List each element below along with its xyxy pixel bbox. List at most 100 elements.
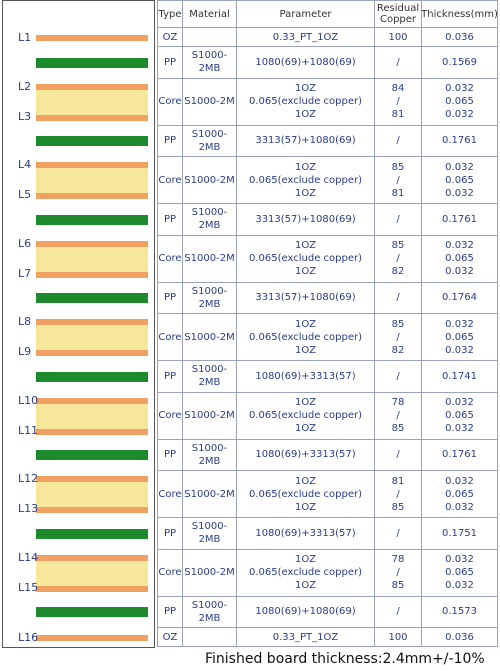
parameter-text: 0.065(exclude copper) (248, 174, 363, 186)
copper-text: / (396, 370, 400, 382)
parameter-text: 1OZ (294, 501, 317, 513)
thickness-text: 0.032 (445, 580, 474, 591)
type-cell: PP (157, 125, 183, 157)
layer-label: L16 (18, 630, 39, 644)
thickness-cell: 0.1761 (422, 125, 498, 157)
copper-text: 85 (391, 501, 405, 513)
parameter-text: 3313(57)+1080(69) (255, 292, 356, 304)
parameter-text: 1OZ (294, 161, 317, 173)
copper-text: 100 (388, 31, 408, 43)
prepreg-layer (36, 57, 148, 68)
copper-cell: / (375, 439, 422, 471)
copper-layer (36, 34, 148, 41)
type-cell: OZ (157, 28, 183, 47)
parameter-text: 0.065(exclude copper) (248, 253, 363, 264)
copper-layer (36, 350, 148, 356)
parameter-cell: 1080(69)+3313(57) (237, 439, 375, 471)
thickness-text: 0.032 (445, 501, 474, 513)
parameter-text: 1080(69)+3313(57) (255, 449, 356, 461)
thickness-text: 0.032 (445, 266, 474, 277)
parameter-text: 1OZ (294, 397, 317, 408)
material-text: S1000-2M (184, 96, 235, 107)
parameter-text: 0.33_PT_1OZ (272, 31, 339, 43)
thickness-text: 0.032 (445, 344, 474, 356)
copper-layer (36, 634, 148, 641)
parameter-text: 1OZ (294, 109, 317, 120)
type-cell: PP (157, 596, 183, 628)
copper-text: 85 (391, 580, 405, 591)
material-cell: S1000-2M (183, 235, 237, 283)
copper-layer (36, 83, 148, 90)
thickness-text: 0.065 (445, 331, 474, 343)
copper-layer (36, 554, 148, 561)
parameter-text: 1080(69)+3313(57) (255, 370, 356, 382)
header-cell: Material (183, 0, 237, 28)
thickness-text: 0.036 (445, 31, 474, 43)
copper-text: / (396, 135, 400, 147)
copper-text: 82 (391, 344, 405, 356)
core-layer (36, 89, 148, 115)
copper-layer (36, 271, 148, 278)
thickness-text: 0.1761 (442, 213, 477, 225)
layer-label: L4 (18, 158, 32, 171)
parameter-cell: 1OZ 0.065(exclude copper) 1OZ (237, 157, 375, 204)
layer-label: L7 (18, 266, 32, 280)
type-cell: PP (157, 282, 183, 314)
core-layer (36, 325, 148, 350)
material-cell: S1000-2M (183, 314, 237, 361)
material-cell: S1000-2M (183, 549, 237, 597)
type-text: Core (158, 567, 182, 578)
type-cell: PP (157, 47, 183, 79)
copper-layer (36, 585, 148, 592)
type-text: PP (163, 213, 177, 225)
header-text: Type (158, 8, 182, 20)
layer-label: L2 (18, 79, 32, 93)
material-cell: S1000-2MB (183, 439, 237, 471)
parameter-text: 0.065(exclude copper) (248, 567, 363, 578)
copper-text: 78 (391, 554, 405, 565)
header-text: Residual Copper (376, 3, 420, 25)
copper-text: 85 (391, 240, 405, 251)
parameter-text: 3313(57)+1080(69) (255, 135, 356, 147)
copper-text: 84 (391, 83, 405, 94)
copper-cell: 85 / 82 (375, 235, 422, 283)
parameter-text: 0.065(exclude copper) (248, 331, 363, 343)
parameter-text: 0.065(exclude copper) (248, 96, 363, 107)
thickness-cell: 0.1761 (422, 439, 498, 471)
thickness-cell: 0.032 0.065 0.032 (422, 78, 498, 126)
material-cell: S1000-2MB (183, 125, 237, 157)
copper-text: / (396, 488, 400, 500)
copper-text: 81 (391, 187, 405, 199)
type-cell: Core (157, 549, 183, 597)
thickness-cell: 0.1573 (422, 596, 498, 628)
parameter-cell: 1080(69)+3313(57) (237, 361, 375, 393)
core-layer (36, 403, 148, 429)
footer: Finished board thickness:2.4mm+/-10% (205, 651, 485, 667)
thickness-cell: 0.032 0.065 0.032 (422, 549, 498, 597)
parameter-text: 1080(69)+3313(57) (255, 527, 356, 539)
copper-cell: 81/85 (375, 471, 422, 518)
parameter-text: 1OZ (294, 266, 317, 277)
parameter-cell: 3313(57)+1080(69) (237, 204, 375, 236)
thickness-cell: 0.1741 (422, 361, 498, 393)
thickness-text: 0.065 (445, 488, 474, 500)
copper-layer (36, 114, 148, 121)
parameter-text: 3313(57)+1080(69) (255, 213, 356, 225)
type-text: PP (163, 135, 177, 147)
type-cell: Core (157, 235, 183, 283)
copper-cell: 78 / 85 (375, 549, 422, 597)
parameter-text: 1OZ (294, 318, 317, 330)
parameter-cell: 1OZ 0.065(exclude copper) 1OZ (237, 78, 375, 126)
parameter-text: 1OZ (294, 344, 317, 356)
type-text: PP (163, 606, 177, 618)
copper-text: / (396, 410, 400, 421)
copper-layer (36, 507, 148, 513)
core-layer (36, 560, 148, 586)
copper-text: 81 (391, 475, 405, 487)
thickness-cell: 0.036 (422, 628, 498, 647)
copper-text: 81 (391, 109, 405, 120)
thickness-cell: 0.1751 (422, 518, 498, 550)
copper-layer (36, 193, 148, 199)
prepreg-layer (36, 136, 148, 147)
copper-text: / (396, 253, 400, 264)
